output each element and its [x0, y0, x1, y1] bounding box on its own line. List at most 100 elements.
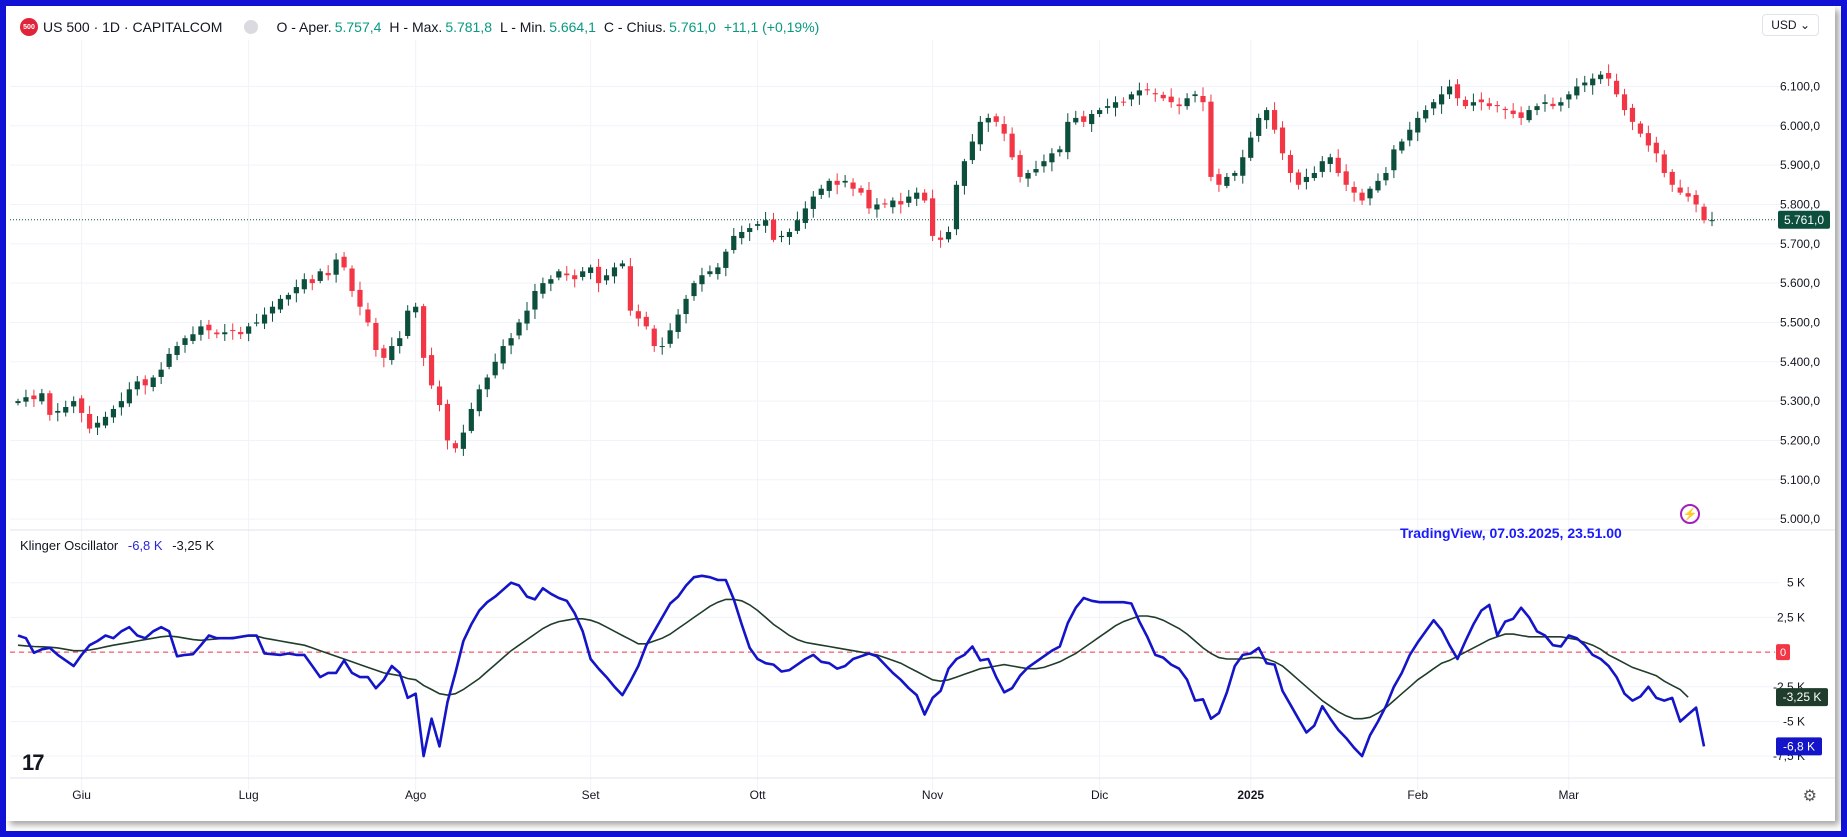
candle-body	[914, 192, 920, 199]
candle-body	[126, 389, 132, 404]
candle-body	[969, 141, 975, 161]
candle-body	[349, 268, 355, 291]
candle-body	[198, 326, 204, 335]
candle-body	[1391, 149, 1397, 171]
candle-body	[1057, 149, 1063, 153]
candle-body	[421, 306, 427, 358]
kvo-value-label: -6,8 K	[1783, 739, 1815, 753]
candle-body	[118, 401, 124, 408]
candle-body	[762, 220, 769, 226]
candle-body	[253, 322, 260, 324]
candle-body	[699, 275, 705, 285]
candle-body	[874, 204, 880, 210]
candle-body	[675, 314, 681, 332]
indicator-tick-label: 5 K	[1787, 576, 1805, 590]
candle-body	[818, 188, 824, 195]
candle-body	[1073, 117, 1079, 123]
status-dot-icon	[244, 20, 259, 34]
candle-body	[309, 279, 315, 284]
candle-body	[63, 407, 69, 413]
time-axis-label: Set	[582, 788, 601, 802]
candle-body	[1160, 94, 1166, 99]
candle-body	[71, 401, 77, 407]
candle-body	[47, 393, 53, 415]
low-label: L - Min.	[500, 19, 547, 35]
candle-body	[413, 306, 419, 313]
candle-body	[1184, 98, 1190, 107]
candle-body	[1494, 105, 1500, 107]
candle-body	[1375, 180, 1381, 191]
candle-body	[1518, 112, 1524, 118]
candle-body	[603, 275, 610, 281]
candle-body	[269, 306, 276, 314]
tradingview-logo-icon[interactable]: 17	[22, 750, 45, 775]
candle-body	[683, 298, 689, 315]
candle-body	[39, 393, 45, 402]
candle-body	[1248, 137, 1254, 158]
candle-body	[1295, 172, 1302, 185]
candle-body	[1462, 99, 1469, 107]
candle-body	[985, 117, 991, 123]
candle-body	[707, 271, 713, 275]
price-tick-label: 5.800,0	[1780, 197, 1820, 211]
gear-icon[interactable]: ⚙	[1802, 788, 1817, 805]
candle-body	[1598, 74, 1604, 80]
candle-body	[341, 256, 347, 268]
candle-body	[715, 267, 721, 275]
candle-body	[1168, 96, 1174, 103]
candle-body	[1287, 154, 1294, 173]
candle-body	[1438, 94, 1445, 105]
candle-body	[755, 224, 761, 226]
price-tick-label: 5.400,0	[1780, 355, 1820, 369]
candle-body	[55, 410, 61, 413]
candle-body	[747, 228, 753, 232]
candle-body	[1089, 113, 1095, 125]
candle-body	[1271, 110, 1278, 130]
candle-body	[357, 289, 363, 307]
price-tick-label: 5.200,0	[1780, 433, 1820, 447]
candle-body	[588, 267, 594, 273]
indicator-legend[interactable]: Klinger Oscillator -6,8 K -3,25 K	[20, 538, 214, 553]
candle-body	[365, 309, 371, 323]
candle-body	[317, 271, 323, 281]
indicator-tick-label: 2,5 K	[1777, 610, 1805, 624]
last-price-badge	[1778, 210, 1830, 229]
candle-body	[1590, 78, 1596, 86]
lightning-icon[interactable]: ⚡	[1680, 504, 1700, 524]
time-axis-label: Feb	[1407, 788, 1428, 802]
kvo-value-badge	[1776, 737, 1822, 756]
candle-body	[1558, 102, 1564, 106]
signal-value-badge	[1776, 688, 1828, 707]
candle-body	[94, 422, 101, 428]
candle-body	[739, 231, 745, 239]
candle-body	[492, 361, 498, 376]
candle-body	[1017, 155, 1023, 177]
candle-body	[1510, 110, 1516, 114]
high-value: 5.781,8	[445, 19, 493, 35]
candle-body	[1144, 89, 1150, 91]
candle-body	[277, 298, 284, 310]
candle-body	[1240, 157, 1246, 176]
symbol-title[interactable]: US 500 · 1D · CAPITALCOM	[43, 19, 223, 35]
candle-body	[1200, 95, 1206, 103]
candle-body	[508, 338, 514, 346]
candle-body	[1550, 103, 1556, 107]
candle-body	[206, 324, 212, 331]
candle-body	[1367, 188, 1373, 199]
candle-body	[1136, 90, 1142, 96]
indicator-name: Klinger Oscillator	[20, 538, 119, 553]
candle-body	[619, 263, 626, 267]
candle-body	[810, 196, 816, 209]
price-tick-label: 5.700,0	[1780, 237, 1820, 251]
us500-logo-icon: 500	[20, 18, 38, 36]
candle-body	[1502, 108, 1508, 111]
candle-body	[922, 192, 928, 201]
candle-body	[627, 266, 633, 311]
candle-body	[1693, 194, 1699, 205]
candle-body	[1009, 133, 1015, 158]
candle-body	[1534, 106, 1540, 111]
candle-body	[834, 180, 840, 185]
time-axis-label: Nov	[922, 788, 943, 802]
currency-select[interactable]: USD ⌄	[1762, 14, 1819, 36]
